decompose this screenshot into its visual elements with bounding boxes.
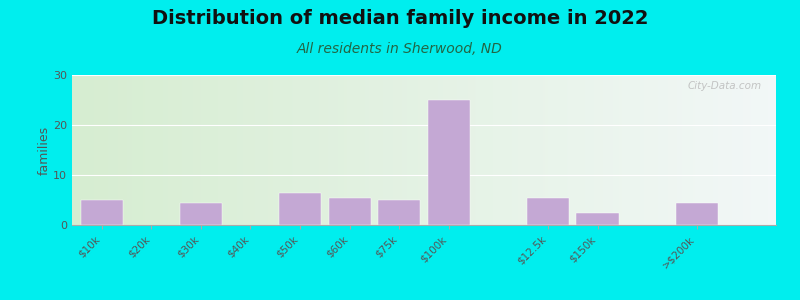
Bar <box>676 202 718 225</box>
Text: All residents in Sherwood, ND: All residents in Sherwood, ND <box>297 42 503 56</box>
Bar <box>428 100 470 225</box>
Bar <box>279 193 321 225</box>
Bar <box>527 197 569 225</box>
Text: City-Data.com: City-Data.com <box>688 81 762 91</box>
Bar <box>81 200 123 225</box>
Bar <box>577 212 618 225</box>
Bar <box>180 202 222 225</box>
Text: Distribution of median family income in 2022: Distribution of median family income in … <box>152 9 648 28</box>
Bar <box>378 200 420 225</box>
Y-axis label: families: families <box>38 125 50 175</box>
Bar <box>329 197 370 225</box>
